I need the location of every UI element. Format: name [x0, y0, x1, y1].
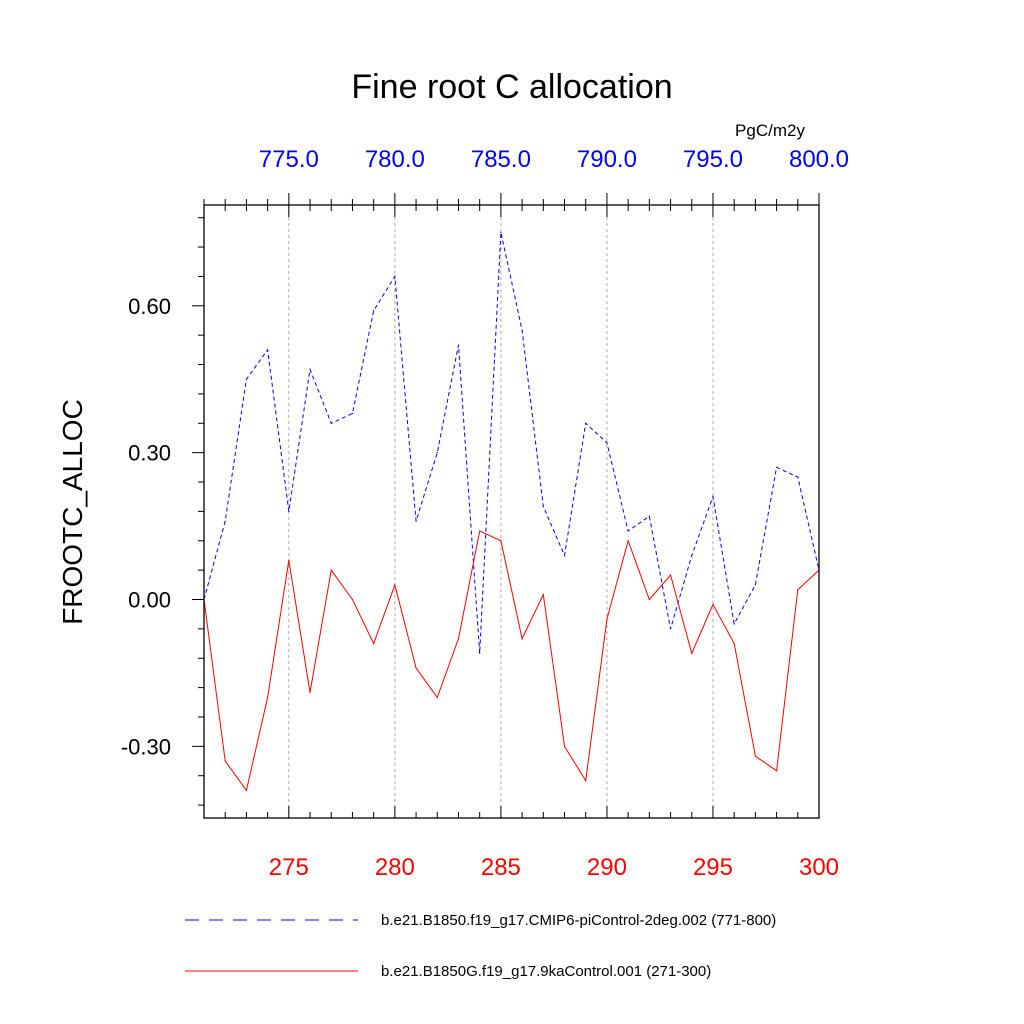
data-point: [542, 505, 544, 508]
data-point: [436, 696, 438, 699]
data-point: [267, 349, 269, 351]
x-tick-label-bottom: 295: [693, 854, 733, 881]
x-tick-label-top: 790.0: [577, 146, 637, 173]
data-point: [288, 559, 290, 561]
data-point: [288, 510, 290, 512]
data-point: [245, 789, 248, 792]
data-point: [267, 696, 269, 699]
data-point: [394, 275, 396, 278]
units-label: PgC/m2y: [735, 121, 805, 140]
data-point: [775, 770, 778, 772]
series-group: [203, 231, 820, 792]
data-point: [733, 623, 735, 625]
data-point: [606, 442, 608, 444]
x-tick-label-top: 785.0: [471, 146, 531, 173]
data-point: [479, 652, 481, 654]
data-point: [542, 594, 544, 596]
data-point: [373, 310, 375, 312]
data-point: [797, 476, 799, 478]
x-tick-label-top: 800.0: [789, 146, 849, 173]
grid-lines: [288, 205, 714, 818]
legend: b.e21.B1850.f19_g17.CMIP6-piControl-2deg…: [185, 912, 776, 980]
x-tick-label-bottom: 300: [799, 854, 839, 881]
y-tick-label: 0.60: [128, 294, 171, 319]
x-tick-label-top: 795.0: [683, 146, 743, 173]
data-point: [585, 780, 587, 782]
data-point: [563, 554, 566, 557]
x-tick-label-top: 775.0: [259, 146, 319, 173]
data-point: [394, 584, 396, 586]
data-point: [521, 638, 523, 640]
data-point: [712, 496, 714, 498]
data-point: [309, 691, 311, 694]
data-point: [500, 540, 502, 542]
data-point: [521, 329, 523, 331]
data-point: [224, 520, 226, 522]
data-point: [373, 642, 375, 645]
data-point: [754, 755, 756, 757]
data-point: [585, 422, 587, 424]
data-point: [606, 618, 608, 620]
data-point: [500, 231, 502, 233]
data-point: [351, 598, 354, 601]
data-point: [627, 540, 629, 542]
y-tick-label: 0.30: [128, 441, 171, 466]
y-tick-label: -0.30: [121, 734, 171, 759]
data-point: [436, 452, 438, 454]
x-tick-label-bottom: 280: [375, 854, 415, 881]
tick-marks: [192, 193, 820, 818]
data-point: [415, 520, 417, 522]
data-point: [712, 603, 714, 605]
data-point: [797, 589, 799, 591]
data-point: [733, 642, 735, 645]
data-point: [479, 530, 481, 532]
data-point: [691, 554, 693, 557]
legend-label: b.e21.B1850G.f19_g17.9kaControl.001 (271…: [381, 963, 711, 980]
data-point: [245, 378, 248, 380]
data-point: [415, 667, 417, 669]
plot-frame: [203, 204, 820, 819]
data-point: [351, 412, 354, 415]
data-point: [648, 598, 650, 601]
x-tick-label-bottom: 290: [587, 854, 627, 881]
data-point: [691, 652, 693, 654]
data-point: [669, 628, 672, 630]
x-tick-label-bottom: 285: [481, 854, 521, 881]
data-point: [775, 466, 778, 468]
data-point: [457, 638, 460, 640]
x-tick-label-top: 780.0: [365, 146, 425, 173]
legend-label: b.e21.B1850.f19_g17.CMIP6-piControl-2deg…: [381, 912, 776, 929]
x-tick-label-bottom: 275: [269, 854, 309, 881]
tick-labels: -0.30 0.00 0.30 0.60 275 280 285 290 295 300 775.0…: [121, 146, 849, 881]
y-tick-label: 0.00: [128, 588, 171, 613]
data-point: [330, 422, 332, 424]
series-line: [203, 232, 820, 654]
data-point: [224, 760, 226, 762]
data-point: [627, 530, 629, 532]
data-point: [309, 368, 311, 371]
data-point: [669, 574, 672, 576]
series-line: [203, 530, 820, 792]
y-axis-label: FROOTC_ALLOC: [57, 399, 88, 625]
data-point: [648, 515, 650, 517]
chart-title: Fine root C allocation: [351, 68, 672, 106]
data-point: [457, 344, 460, 346]
data-point: [754, 584, 756, 586]
data-point: [330, 569, 332, 571]
data-point: [563, 745, 566, 747]
